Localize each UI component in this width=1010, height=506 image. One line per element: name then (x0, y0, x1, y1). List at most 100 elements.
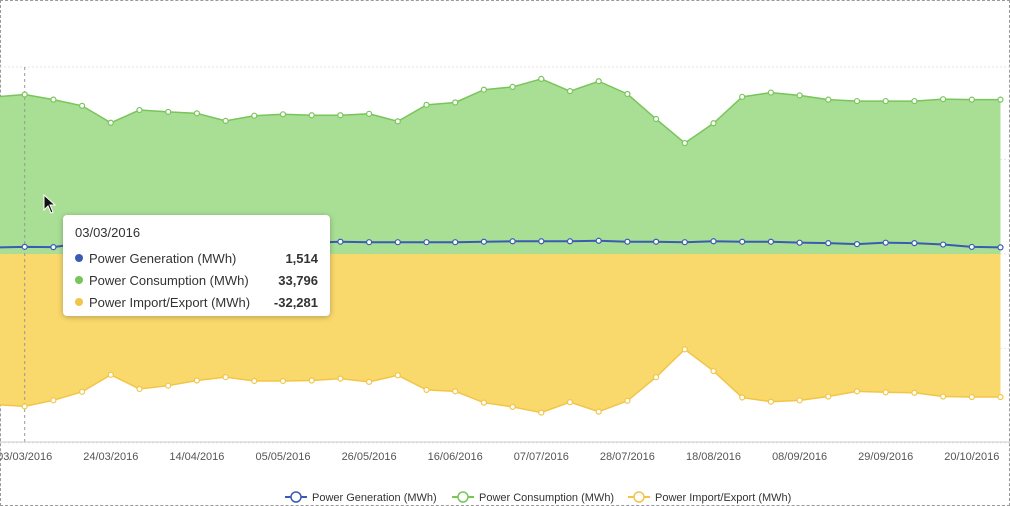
data-point (681, 239, 688, 246)
data-point (538, 409, 545, 416)
tooltip-row-generation: Power Generation (MWh) 1,514 (75, 247, 318, 269)
x-tick-label: 08/09/2016 (772, 451, 827, 463)
data-point (136, 385, 143, 393)
legend-marker-icon (633, 491, 645, 503)
data-point (767, 398, 775, 405)
x-tick-label: 03/03/2016 (0, 451, 52, 463)
data-point (595, 237, 602, 244)
data-point (739, 394, 746, 401)
data-point (251, 112, 258, 119)
data-point (939, 96, 947, 103)
data-point (165, 108, 172, 116)
data-point (767, 89, 775, 96)
legend-marker-icon (290, 491, 302, 503)
data-point (739, 93, 746, 100)
data-point (394, 118, 401, 125)
legend-item-0[interactable]: Power Generation (MWh) (312, 492, 437, 504)
data-point (566, 238, 574, 245)
data-point (337, 112, 344, 119)
data-point (652, 238, 660, 245)
data-point (21, 403, 28, 410)
data-point (911, 240, 918, 247)
data-point (50, 244, 57, 251)
data-point (452, 239, 459, 246)
data-point (308, 112, 315, 119)
x-tick-label: 20/10/2016 (944, 451, 999, 463)
data-point (968, 393, 975, 401)
data-point (796, 397, 803, 404)
data-point (853, 240, 861, 248)
data-point (366, 110, 373, 117)
legend-item-1[interactable]: Power Consumption (MWh) (479, 492, 614, 504)
data-point (566, 88, 574, 95)
data-point (997, 96, 1004, 103)
data-point (968, 96, 975, 103)
mouse-cursor-icon (43, 194, 57, 214)
data-point (538, 238, 545, 245)
data-point (509, 403, 516, 411)
data-point (308, 377, 315, 384)
chart-tooltip: 03/03/2016 Power Generation (MWh) 1,514 … (63, 215, 330, 316)
data-point (595, 78, 602, 85)
x-tick-label: 26/05/2016 (342, 451, 397, 463)
x-tick-label: 14/04/2016 (169, 451, 224, 463)
tooltip-row-import-export: Power Import/Export (MWh) -32,281 (75, 291, 318, 313)
data-point (538, 75, 545, 82)
data-point (21, 243, 28, 250)
data-point (394, 372, 401, 379)
data-point (624, 90, 631, 98)
data-point (50, 96, 57, 103)
legend-marker-icon (457, 491, 469, 503)
series-area-1 (0, 78, 1001, 254)
data-point (452, 99, 459, 106)
x-tick-label: 18/08/2016 (686, 451, 741, 463)
data-point (222, 374, 229, 381)
tooltip-title: 03/03/2016 (75, 225, 141, 240)
data-point (50, 397, 57, 404)
x-tick-label: 24/03/2016 (83, 451, 138, 463)
data-point (566, 399, 574, 406)
data-point (193, 110, 200, 117)
data-point (710, 238, 717, 245)
data-point (710, 367, 717, 375)
data-point (882, 389, 889, 396)
tooltip-value: 33,796 (278, 272, 318, 288)
data-point (911, 97, 918, 105)
data-point (652, 374, 660, 381)
data-point (107, 119, 114, 126)
data-point (796, 239, 803, 246)
consumption-dot-icon (75, 276, 83, 284)
tooltip-value: 1,514 (285, 250, 318, 266)
data-point (767, 238, 775, 245)
generation-dot-icon (75, 254, 83, 262)
data-point (939, 393, 947, 400)
data-point (853, 388, 861, 395)
data-point (78, 102, 86, 109)
data-point (366, 378, 373, 386)
data-point (911, 389, 918, 396)
data-point (279, 377, 287, 385)
data-point (107, 371, 114, 378)
tooltip-name: Power Consumption (MWh) (89, 272, 249, 288)
legend-item-2[interactable]: Power Import/Export (MWh) (655, 492, 791, 504)
data-point (136, 106, 143, 114)
data-point (423, 386, 430, 394)
data-point (825, 240, 832, 247)
data-point (595, 408, 602, 415)
data-point (882, 239, 889, 246)
data-point (681, 139, 688, 147)
x-tick-label: 28/07/2016 (600, 451, 655, 463)
data-point (853, 97, 861, 105)
data-point (739, 238, 746, 245)
data-point (222, 117, 229, 124)
x-tick-label: 07/07/2016 (514, 451, 569, 463)
data-point (825, 96, 832, 103)
tooltip-value: -32,281 (273, 294, 318, 310)
data-point (423, 239, 430, 246)
tooltip-row-consumption: Power Consumption (MWh) 33,796 (75, 269, 318, 291)
data-point (337, 238, 344, 245)
series-line-1 (0, 78, 1001, 145)
data-point (997, 393, 1004, 401)
x-tick-label: 05/05/2016 (255, 451, 310, 463)
data-point (452, 388, 459, 395)
